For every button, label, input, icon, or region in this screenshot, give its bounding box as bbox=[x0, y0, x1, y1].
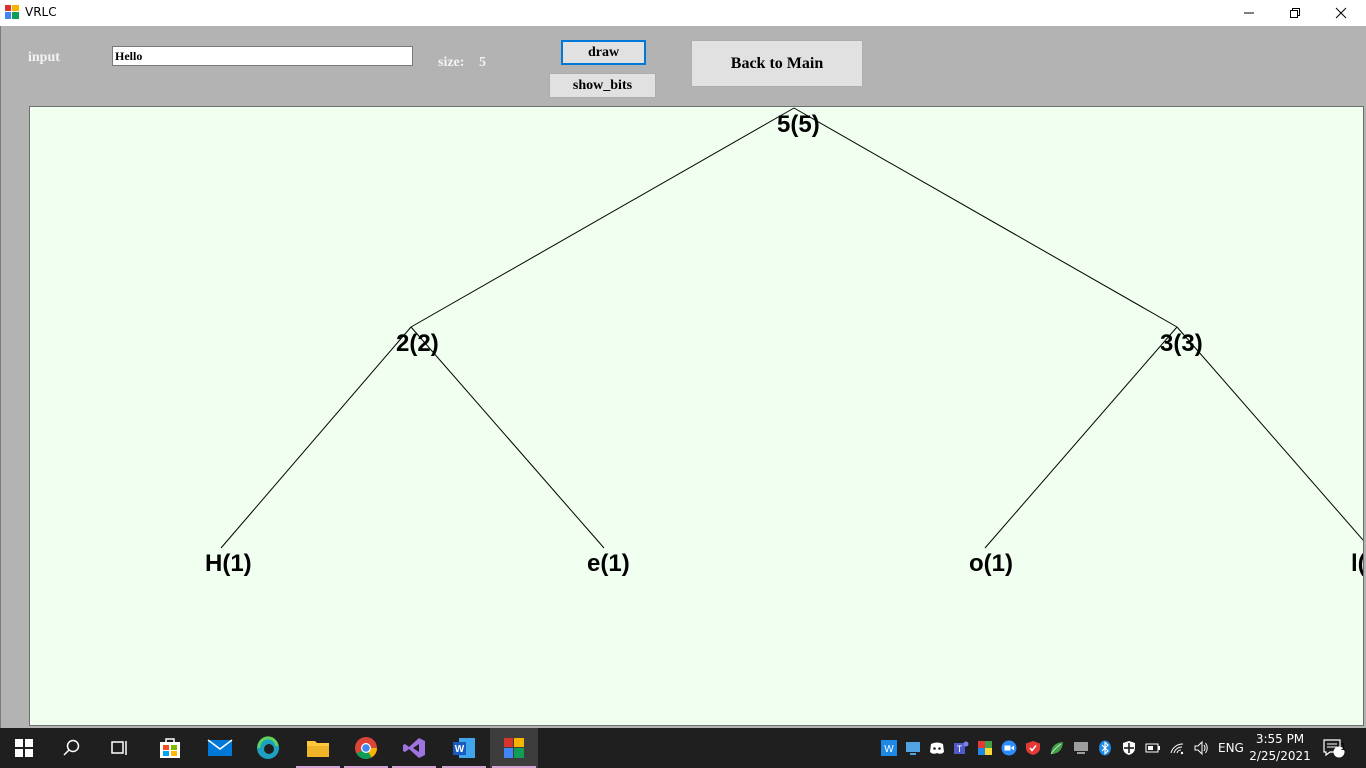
clock[interactable]: 3:55 PM 2/25/2021 bbox=[1248, 731, 1312, 765]
tray-monitor-icon bbox=[906, 742, 920, 755]
tray-wifi[interactable] bbox=[1166, 728, 1188, 768]
size-label: size: bbox=[438, 55, 465, 70]
chrome-icon bbox=[355, 737, 377, 759]
tree-leaf-o: o(1) bbox=[969, 550, 1013, 577]
tray-app-1[interactable]: W bbox=[878, 728, 900, 768]
tray-battery[interactable] bbox=[1142, 728, 1164, 768]
minimize-button[interactable] bbox=[1226, 0, 1272, 26]
taskbar-file-explorer[interactable] bbox=[294, 728, 342, 768]
close-icon bbox=[1335, 7, 1347, 19]
edge-root-right bbox=[793, 107, 1178, 328]
start-button[interactable] bbox=[0, 728, 48, 768]
show-bits-button[interactable]: show_bits bbox=[549, 73, 656, 98]
window-border bbox=[0, 26, 1, 728]
search-button[interactable] bbox=[48, 728, 96, 768]
discord-icon bbox=[930, 742, 944, 754]
taskbar-vrlc[interactable] bbox=[490, 728, 538, 768]
restore-icon bbox=[1290, 8, 1300, 18]
battery-icon bbox=[1145, 743, 1160, 753]
running-indicator bbox=[296, 766, 340, 768]
word-icon: W bbox=[453, 738, 475, 758]
title-bar: VRLC bbox=[0, 0, 1366, 26]
video-camera-icon bbox=[1001, 740, 1017, 756]
edge-left-h bbox=[220, 326, 412, 549]
close-button[interactable] bbox=[1318, 0, 1364, 26]
notification-icon bbox=[1323, 739, 1345, 758]
taskbar: W W T ENG 3:55 PM 2/25/2021 1 bbox=[0, 728, 1366, 768]
tray-volume[interactable] bbox=[1190, 728, 1212, 768]
search-icon bbox=[63, 739, 80, 756]
running-indicator bbox=[392, 766, 436, 768]
store-icon bbox=[160, 738, 180, 758]
tree-leaf-l: l(2) bbox=[1351, 550, 1363, 577]
tree-leaf-e: e(1) bbox=[587, 550, 630, 577]
tray-app-8[interactable] bbox=[1046, 728, 1068, 768]
mail-icon bbox=[207, 739, 233, 756]
svg-text:W: W bbox=[884, 744, 894, 755]
app-icon bbox=[5, 5, 19, 19]
folder-icon bbox=[307, 741, 329, 757]
tray-app-2[interactable] bbox=[902, 728, 924, 768]
tree-edges bbox=[220, 107, 1363, 549]
tray-blue-w-icon: W bbox=[881, 740, 897, 756]
tray-app-9[interactable] bbox=[1070, 728, 1092, 768]
task-view-icon bbox=[111, 741, 127, 755]
tree-node-root: 5(5) bbox=[777, 111, 820, 138]
minimize-icon bbox=[1244, 12, 1254, 14]
teams-icon: T bbox=[954, 741, 969, 754]
clock-time: 3:55 PM bbox=[1255, 732, 1305, 746]
taskbar-chrome[interactable] bbox=[342, 728, 390, 768]
windows-logo-icon bbox=[15, 739, 33, 757]
defender-shield-icon bbox=[1123, 741, 1135, 755]
taskbar-word[interactable]: W bbox=[440, 728, 488, 768]
notification-count: 1 bbox=[1339, 742, 1347, 753]
taskbar-visual-studio[interactable] bbox=[390, 728, 438, 768]
back-to-main-button[interactable]: Back to Main bbox=[691, 40, 863, 87]
tree-leaf-h: H(1) bbox=[205, 550, 252, 577]
svg-text:T: T bbox=[957, 744, 963, 754]
input-field[interactable]: Hello bbox=[112, 46, 413, 66]
notification-center-button[interactable]: 1 bbox=[1318, 728, 1350, 768]
edge-right-l bbox=[1176, 326, 1363, 541]
tree-node-right: 3(3) bbox=[1160, 330, 1203, 357]
vrlc-app-icon bbox=[504, 738, 524, 758]
clock-date: 2/25/2021 bbox=[1249, 749, 1311, 763]
running-indicator bbox=[442, 766, 486, 768]
task-view-button[interactable] bbox=[96, 728, 144, 768]
speaker-icon bbox=[1194, 740, 1208, 756]
tree-node-left: 2(2) bbox=[396, 330, 439, 357]
running-indicator bbox=[492, 766, 536, 768]
tray-security[interactable] bbox=[1022, 728, 1044, 768]
svg-text:W: W bbox=[455, 744, 465, 755]
running-indicator bbox=[344, 766, 388, 768]
tray-leaf-icon bbox=[1050, 742, 1063, 755]
tray-defender[interactable] bbox=[1118, 728, 1140, 768]
shield-icon bbox=[1026, 741, 1040, 755]
tray-bluetooth[interactable] bbox=[1094, 728, 1116, 768]
language-indicator[interactable]: ENG bbox=[1218, 741, 1244, 755]
wifi-icon bbox=[1170, 743, 1184, 755]
tray-display-icon bbox=[1074, 742, 1088, 754]
tray-teams[interactable]: T bbox=[950, 728, 972, 768]
tray-app-5[interactable] bbox=[974, 728, 996, 768]
bluetooth-icon bbox=[1099, 740, 1111, 756]
edge-icon bbox=[257, 736, 279, 759]
taskbar-edge[interactable] bbox=[244, 728, 292, 768]
taskbar-mail[interactable] bbox=[196, 728, 244, 768]
visual-studio-icon bbox=[403, 738, 425, 758]
input-label: input bbox=[28, 50, 60, 65]
edge-root-left bbox=[410, 107, 795, 328]
restore-button[interactable] bbox=[1272, 0, 1318, 26]
tray-discord[interactable] bbox=[926, 728, 948, 768]
edge-right-o bbox=[984, 326, 1178, 549]
window-title: VRLC bbox=[25, 5, 57, 19]
size-value: 5 bbox=[479, 55, 486, 70]
taskbar-store[interactable] bbox=[146, 728, 194, 768]
tree-canvas: 5(5) 2(2) 3(3) H(1) e(1) o(1) l(2) bbox=[29, 106, 1364, 726]
tray-colorful-icon bbox=[978, 741, 992, 755]
edge-left-e bbox=[410, 326, 605, 549]
draw-button[interactable]: draw bbox=[561, 40, 646, 65]
tray-zoom[interactable] bbox=[998, 728, 1020, 768]
